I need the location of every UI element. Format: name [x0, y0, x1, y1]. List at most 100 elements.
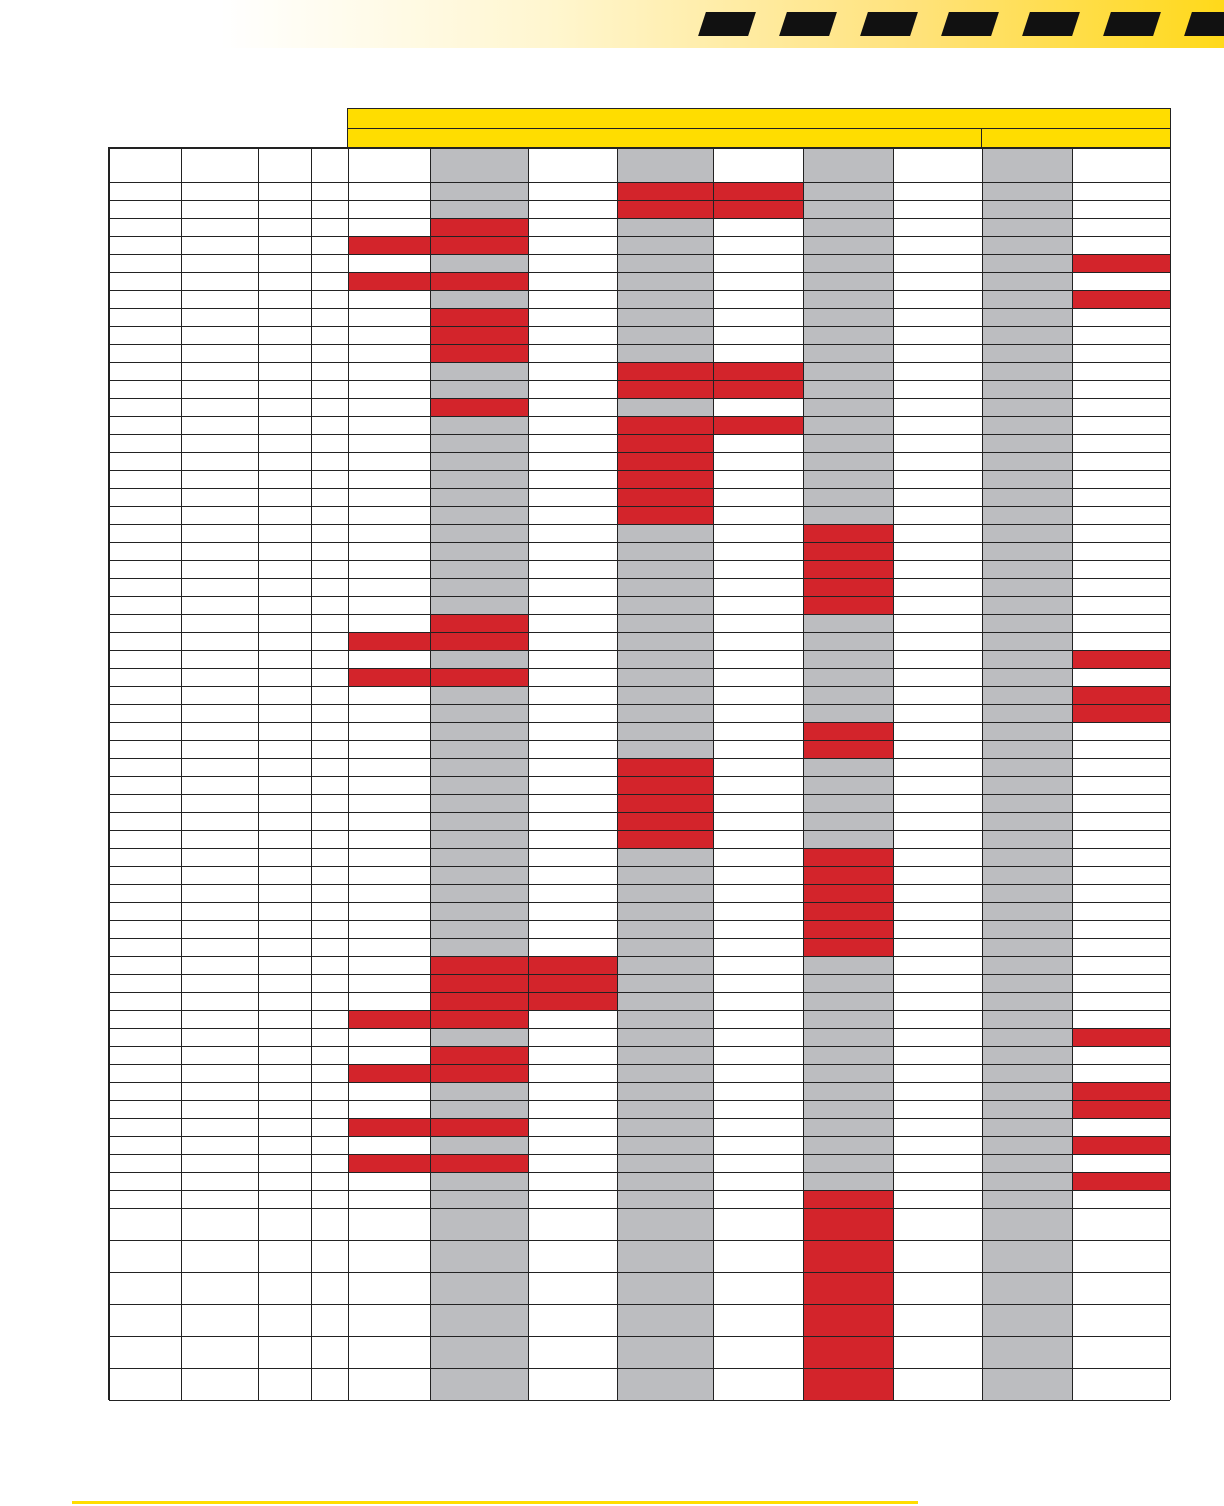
- highlighted-cell: [1072, 686, 1170, 704]
- row-divider: [109, 1190, 1170, 1191]
- row-divider: [109, 1028, 1170, 1029]
- highlighted-cell: [803, 542, 893, 560]
- row-divider: [109, 812, 1170, 813]
- highlighted-cell: [617, 812, 713, 830]
- highlighted-cell: [1072, 650, 1170, 668]
- row-divider: [109, 218, 1170, 219]
- highlighted-cell: [617, 434, 713, 452]
- row-divider: [109, 578, 1170, 579]
- row-divider: [109, 380, 1170, 381]
- highlighted-cell: [617, 416, 713, 434]
- row-divider: [109, 1208, 1170, 1209]
- highlighted-cell: [430, 1010, 528, 1028]
- row-divider: [109, 992, 1170, 993]
- hazard-stripe: [1022, 12, 1080, 36]
- row-divider: [109, 758, 1170, 759]
- row-divider: [109, 542, 1170, 543]
- highlighted-cell: [430, 992, 528, 1010]
- highlighted-cell: [528, 974, 617, 992]
- column-divider: [430, 148, 431, 1400]
- highlighted-cell: [430, 668, 528, 686]
- row-divider: [109, 506, 1170, 507]
- highlighted-cell: [803, 578, 893, 596]
- column-divider: [109, 148, 110, 1400]
- highlighted-cell: [1072, 1082, 1170, 1100]
- hazard-stripe: [860, 12, 918, 36]
- row-divider: [109, 1136, 1170, 1137]
- highlighted-cell: [617, 452, 713, 470]
- highlighted-cell: [430, 1154, 528, 1172]
- highlighted-cell: [430, 272, 528, 290]
- highlighted-cell: [803, 560, 893, 578]
- column-divider: [258, 148, 259, 1400]
- highlighted-cell: [803, 1368, 893, 1400]
- highlighted-cell: [713, 380, 803, 398]
- highlighted-cell: [803, 524, 893, 542]
- row-divider: [109, 488, 1170, 489]
- row-divider: [109, 148, 1170, 149]
- row-divider: [109, 614, 1170, 615]
- row-divider: [109, 1082, 1170, 1083]
- row-divider: [109, 848, 1170, 849]
- highlighted-cell: [617, 506, 713, 524]
- column-divider: [1072, 148, 1073, 1400]
- shaded-column: [982, 148, 1072, 1400]
- highlighted-cell: [617, 182, 713, 200]
- highlighted-cell: [617, 758, 713, 776]
- highlighted-cell: [617, 776, 713, 794]
- row-divider: [109, 434, 1170, 435]
- row-divider: [109, 254, 1170, 255]
- highlighted-cell: [803, 848, 893, 866]
- highlighted-cell: [617, 488, 713, 506]
- highlighted-cell: [803, 1208, 893, 1240]
- row-divider: [109, 866, 1170, 867]
- highlighted-cell: [803, 740, 893, 758]
- highlighted-cell: [348, 668, 430, 686]
- highlighted-cell: [803, 1272, 893, 1304]
- highlighted-cell: [430, 956, 528, 974]
- highlighted-cell: [803, 1336, 893, 1368]
- column-divider: [1170, 148, 1171, 1400]
- highlighted-cell: [430, 614, 528, 632]
- hazard-stripes: [690, 12, 1224, 36]
- row-divider: [109, 1368, 1170, 1369]
- row-divider: [109, 308, 1170, 309]
- highlighted-cell: [1072, 1028, 1170, 1046]
- hazard-stripe: [1184, 12, 1224, 36]
- highlighted-cell: [1072, 704, 1170, 722]
- row-divider: [109, 344, 1170, 345]
- row-divider: [109, 398, 1170, 399]
- row-divider: [109, 1046, 1170, 1047]
- row-divider: [109, 668, 1170, 669]
- row-divider: [109, 1304, 1170, 1305]
- row-divider: [109, 1064, 1170, 1065]
- hazard-stripe: [941, 12, 999, 36]
- highlighted-cell: [348, 1010, 430, 1028]
- highlighted-cell: [803, 1190, 893, 1208]
- row-divider: [109, 632, 1170, 633]
- highlighted-cell: [348, 236, 430, 254]
- row-divider: [109, 956, 1170, 957]
- highlighted-cell: [803, 596, 893, 614]
- highlighted-cell: [617, 470, 713, 488]
- highlighted-cell: [803, 866, 893, 884]
- row-divider: [109, 524, 1170, 525]
- highlighted-cell: [348, 1154, 430, 1172]
- row-divider: [109, 1010, 1170, 1011]
- highlighted-cell: [803, 884, 893, 902]
- highlighted-cell: [1072, 1172, 1170, 1190]
- highlighted-cell: [803, 722, 893, 740]
- table-banner-header: [347, 108, 1171, 129]
- data-table: [108, 147, 1171, 1401]
- row-divider: [109, 182, 1170, 183]
- highlighted-cell: [430, 236, 528, 254]
- row-divider: [109, 470, 1170, 471]
- row-divider: [109, 740, 1170, 741]
- row-divider: [109, 1240, 1170, 1241]
- highlighted-cell: [430, 632, 528, 650]
- row-divider: [109, 938, 1170, 939]
- column-divider: [893, 148, 894, 1400]
- highlighted-cell: [348, 272, 430, 290]
- column-divider: [311, 148, 312, 1400]
- table-group-header-a: [347, 128, 982, 148]
